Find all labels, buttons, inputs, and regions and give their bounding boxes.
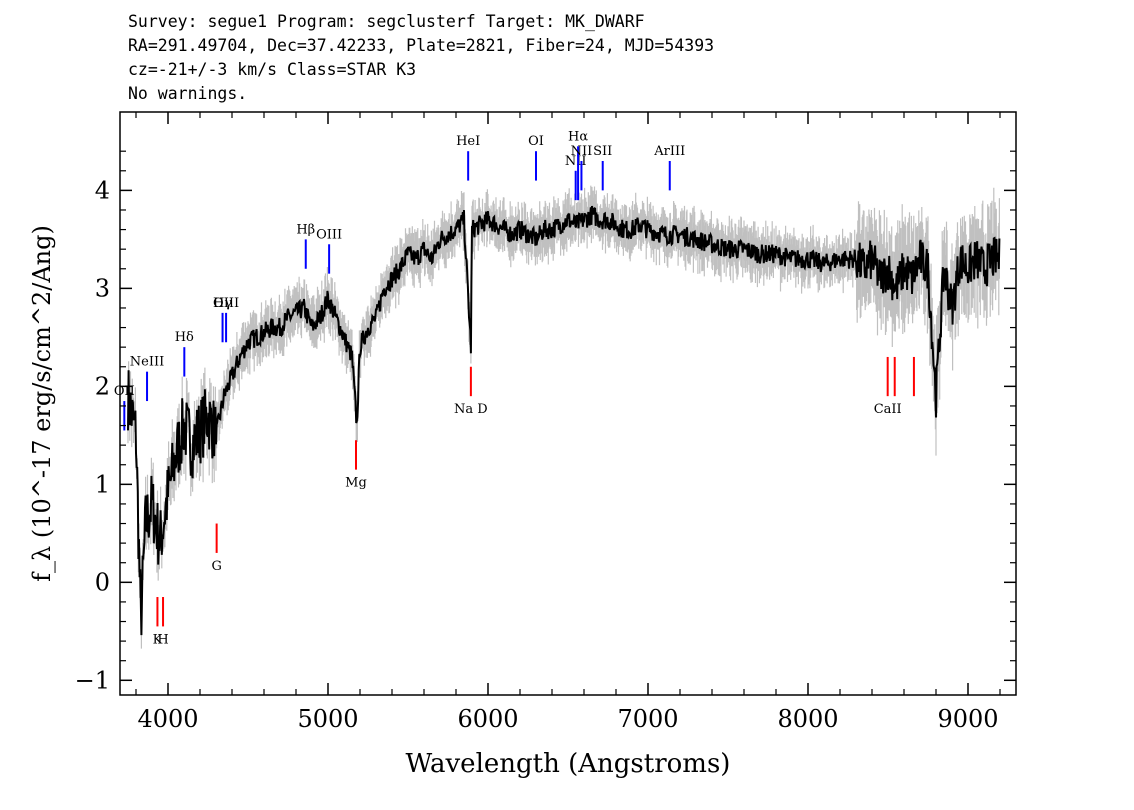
absorption-line-label: G (211, 559, 221, 574)
x-tick-label: 7000 (617, 705, 678, 733)
x-tick-label: 8000 (777, 705, 838, 733)
x-tick-label: 6000 (457, 705, 518, 733)
y-tick-label: 4 (95, 176, 110, 204)
y-tick-label: 1 (95, 470, 110, 498)
emission-line-label: NII (571, 144, 593, 159)
x-tick-label: 5000 (297, 705, 358, 733)
emission-line-label: Hα (568, 129, 588, 144)
emission-line-label: OIII (213, 296, 239, 311)
axis-ticks: 4000 5000 6000 7000 8000 9000 −1 0 1 2 3 4 (75, 112, 1016, 733)
y-tick-label: −1 (75, 666, 110, 694)
emission-line-label: Hδ (175, 330, 194, 345)
absorption-line-label: K (153, 632, 163, 647)
y-tick-label: 0 (95, 568, 110, 596)
emission-line-label: OII (114, 384, 135, 399)
spectrum-line (127, 205, 1001, 636)
plot-frame (119, 111, 1017, 696)
x-tick-label: 9000 (937, 705, 998, 733)
emission-line-label: ArIII (653, 144, 685, 159)
header-survey-line: Survey: segue1 Program: segclusterf Targ… (128, 12, 645, 31)
emission-line-label: Hγ (213, 296, 232, 311)
emission-line-label: OIII (316, 227, 342, 242)
x-tick-label: 4000 (137, 705, 198, 733)
header-coordinates-line: RA=291.49704, Dec=37.42233, Plate=2821, … (128, 36, 715, 55)
x-axis-label: Wavelength (Angstroms) (406, 749, 731, 779)
emission-line-label: HeI (456, 134, 480, 149)
header-warnings-line: No warnings. (128, 84, 248, 103)
emission-line-label: Hβ (296, 222, 315, 237)
absorption-line-label: CaII (874, 402, 902, 417)
y-tick-label: 2 (95, 372, 110, 400)
y-tick-label: 3 (95, 274, 110, 302)
header-redshift-line: cz=-21+/-3 km/s Class=STAR K3 (128, 60, 417, 79)
spectrum-header: Survey: segue1 Program: segclusterf Targ… (128, 10, 714, 106)
y-axis-label: f_λ (10^-17 erg/s/cm^2/Ang) (28, 225, 56, 582)
emission-line-label: SII (593, 144, 612, 159)
absorption-line-label: H (157, 632, 168, 647)
absorption-line-label: Mg (345, 476, 367, 491)
absorption-line-label: Na D (454, 402, 488, 417)
emission-line-label: NeIII (130, 355, 164, 370)
emission-line-label: OI (528, 134, 544, 149)
